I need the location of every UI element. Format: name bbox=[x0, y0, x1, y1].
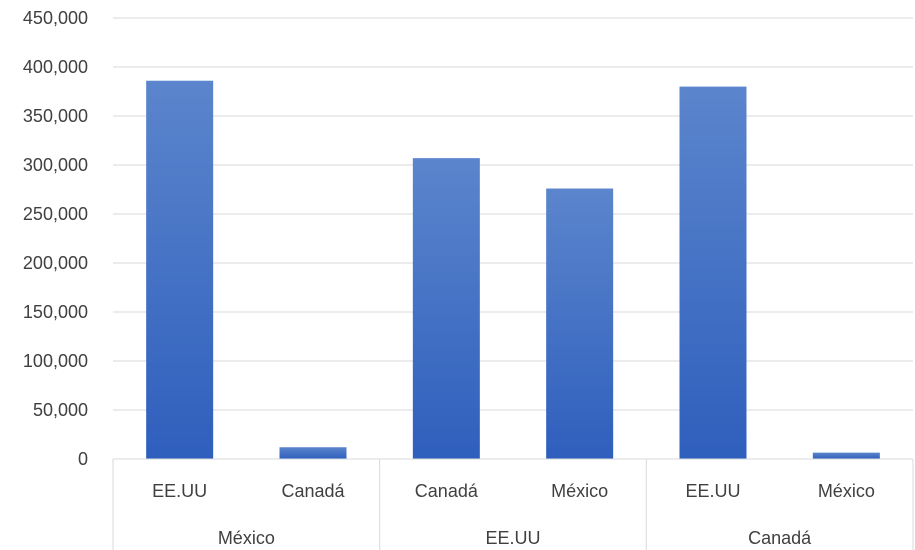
category-label: México bbox=[818, 481, 875, 501]
y-tick-label: 350,000 bbox=[23, 106, 88, 126]
y-axis: 0 50,000 100,000 150,000 200,000 250,000 300,0… bbox=[23, 8, 88, 469]
category-label: México bbox=[551, 481, 608, 501]
x-axis: EE.UU Canadá México Canadá México EE.UU EE.UU M… bbox=[112, 458, 914, 550]
bar bbox=[279, 447, 347, 459]
bar bbox=[146, 80, 214, 459]
category-label: EE.UU bbox=[685, 481, 740, 501]
y-tick-label: 400,000 bbox=[23, 57, 88, 77]
bar bbox=[679, 86, 747, 459]
group-label: Canadá bbox=[748, 528, 812, 548]
y-tick-label: 300,000 bbox=[23, 155, 88, 175]
bar bbox=[546, 188, 614, 459]
y-tick-label: 200,000 bbox=[23, 253, 88, 273]
gridlines bbox=[113, 17, 913, 411]
group-label: EE.UU bbox=[485, 528, 540, 548]
y-tick-label: 150,000 bbox=[23, 302, 88, 322]
y-tick-label: 0 bbox=[78, 449, 88, 469]
y-tick-label: 50,000 bbox=[33, 400, 88, 420]
bar bbox=[412, 158, 480, 459]
y-tick-label: 250,000 bbox=[23, 204, 88, 224]
y-tick-label: 450,000 bbox=[23, 8, 88, 28]
category-label: Canadá bbox=[415, 481, 479, 501]
category-label: Canadá bbox=[281, 481, 345, 501]
y-tick-label: 100,000 bbox=[23, 351, 88, 371]
group-label: México bbox=[218, 528, 275, 548]
bars bbox=[146, 80, 880, 459]
category-label: EE.UU bbox=[152, 481, 207, 501]
bar bbox=[812, 452, 880, 459]
